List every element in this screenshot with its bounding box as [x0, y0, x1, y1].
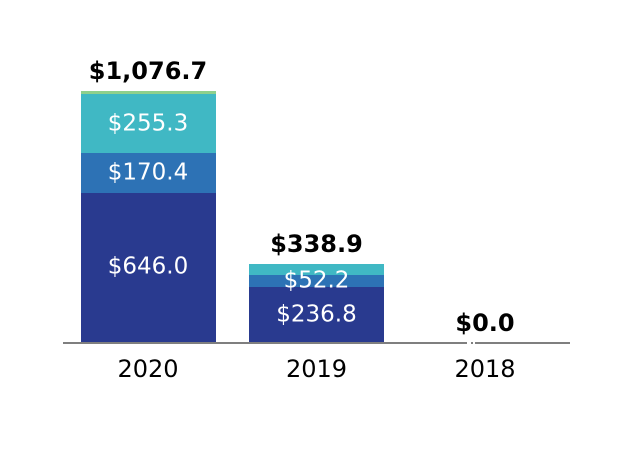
x-axis-line	[63, 342, 570, 345]
segment-value-label: $646.0	[107, 253, 189, 280]
zero-bar-tick	[470, 342, 473, 345]
bar-2020-segment-teal	[80, 94, 216, 154]
x-axis-tick-label: 2019	[285, 355, 348, 383]
bar-2020-segment-light-green	[80, 90, 216, 95]
segment-value-label: $170.4	[107, 159, 189, 186]
bar-total-label: $0.0	[455, 308, 515, 337]
bar-2020-segment-dark-blue	[80, 192, 216, 342]
segment-value-label: $236.8	[276, 301, 357, 328]
bar-2019-segment-medium-blue	[249, 275, 384, 288]
bar-2019-segment-dark-blue	[249, 287, 384, 342]
x-axis-tick-label: 2018	[454, 355, 516, 383]
segment-value-label: $255.3	[107, 110, 189, 137]
x-axis-tick-label: 2020	[117, 355, 179, 383]
bar-2019-segment-teal	[249, 263, 384, 276]
bar-total-label: $1,076.7	[88, 57, 208, 86]
segment-value-label: $52.2	[283, 267, 350, 294]
bar-total-label: $338.9	[270, 230, 363, 259]
bar-2020-segment-medium-blue	[80, 153, 216, 193]
